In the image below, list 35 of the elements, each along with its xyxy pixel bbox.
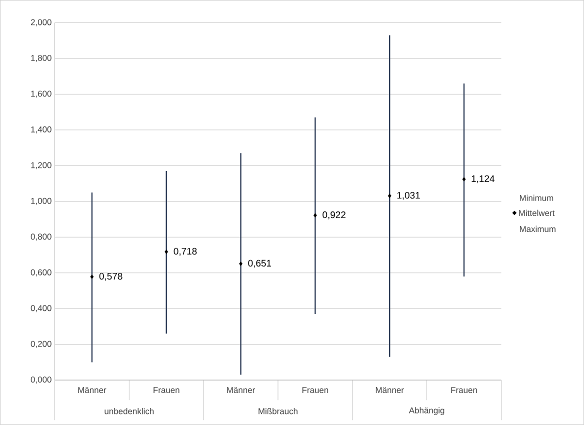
text: unbedenklich (104, 408, 154, 414)
y-tick-label: 1,200 (31, 162, 52, 170)
y-tick-label: 0,200 (30, 340, 52, 348)
y-tick-label: 1,400 (31, 126, 52, 134)
x-tick-label: Männer (227, 387, 255, 394)
point (239, 262, 242, 266)
text: Abhängig (408, 407, 444, 416)
text: Maximum (520, 226, 556, 232)
data-label: 1,031 (397, 192, 420, 200)
y-tick-label: 1,600 (31, 90, 52, 98)
data-label: 0,651 (248, 260, 272, 268)
y-tick-label: 1,800 (31, 55, 52, 62)
data-label: 1,124 (472, 175, 494, 184)
point (462, 177, 466, 182)
data-label: 0,578 (99, 272, 122, 281)
x-tick-label: Männer (78, 387, 106, 394)
x-tick-label: Frauen (451, 387, 477, 394)
point (90, 274, 94, 280)
y-tick-label: 0,400 (30, 305, 52, 312)
data-label: 0,922 (322, 211, 346, 220)
y-tick-label: 0,800 (30, 234, 52, 241)
y-tick-label: 0,000 (30, 376, 52, 384)
y-tick-label: 2,000 (30, 19, 52, 26)
data-label: 0,718 (174, 248, 197, 256)
point (314, 213, 317, 218)
x-tick-label: Frauen (302, 387, 328, 394)
legend-label: Mittelwert (519, 210, 555, 216)
point (388, 194, 392, 198)
text: Minimum (520, 194, 554, 202)
point (164, 250, 168, 254)
y-tick-label: 1,000 (31, 198, 52, 205)
x-tick-label: Männer (376, 387, 404, 394)
y-tick-label: 0,600 (30, 269, 52, 276)
text: Mißbrauch (258, 408, 298, 414)
x-tick-label: Frauen (154, 387, 180, 394)
